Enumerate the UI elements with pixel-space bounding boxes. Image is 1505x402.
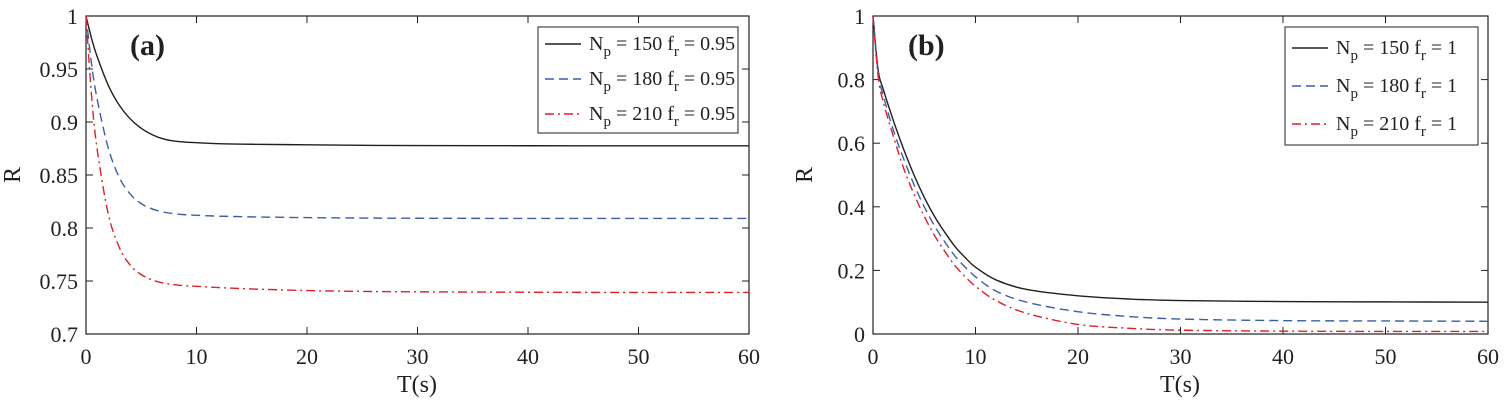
x-tick-label: 50 [628,344,650,369]
series-line-150 [872,15,1489,303]
series-lines-a [85,15,750,294]
y-tick-label: 0.85 [40,163,79,188]
x-tick-label: 60 [1477,344,1499,369]
series-line-210 [85,15,750,294]
legend-label-210: Np = 210 fr = 1 [1336,113,1457,140]
y-tick-label: 0.8 [51,216,79,241]
series-line-150 [85,15,750,147]
x-tick-label: 50 [1375,344,1397,369]
series-line-180 [85,15,749,220]
y-tick-label: 0.75 [40,269,79,294]
y-tick-label: 0.7 [51,322,79,347]
x-tick-label: 0 [868,344,879,369]
x-tick-label: 30 [407,344,429,369]
legend-label-180: Np = 180 fr = 0.95 [589,68,735,95]
legend-label-150: Np = 150 fr = 1 [1336,37,1457,64]
x-tick-label: 20 [1067,344,1089,369]
legend-label-150: Np = 150 fr = 0.95 [589,33,735,60]
y-tick-label: 1 [67,4,78,29]
axis-ticks-b: 0 10 20 30 40 50 60 0 0.2 0.4 0.6 0.8 1 [838,4,1500,369]
y-tick-label: 0.2 [838,258,866,283]
y-tick-label: 0.9 [51,110,79,135]
chart-panel-a: 0 10 20 30 40 50 600.70.750.80.850.90.951 (a) … [0,4,760,398]
x-tick-label: 20 [296,344,318,369]
y-tick-label: 0.95 [40,57,79,82]
axis-ticks-a: 0 10 20 30 40 50 60 0.7 0.75 0.8 0.85 0.9 0.95 1 [40,4,761,369]
x-axis-label-b: T(s) [1160,372,1200,398]
y-tick-label: 0 [854,322,865,347]
x-tick-label: 40 [517,344,539,369]
legend-a: Np = 150 fr = 0.95 Np = 180 fr = 0.95 Np =… [537,26,739,134]
legend-label-180: Np = 180 fr = 1 [1336,75,1457,102]
y-tick-label: 0.6 [838,131,866,156]
chart-panel-b: 0 10 20 30 40 50 60 0 0.2 0.4 0.6 0.8 1 (b) T(s) R N… [792,4,1499,398]
legend-b: Np = 150 fr = 1 Np = 180 fr = 1 Np = 210 f… [1284,26,1479,146]
x-tick-label: 40 [1272,344,1294,369]
y-axis-label-a: R [0,167,26,183]
x-tick-label: 0 [81,344,92,369]
x-tick-label: 10 [186,344,208,369]
y-axis-label-b: R [792,167,818,183]
x-tick-label: 30 [1170,344,1192,369]
y-tick-label: 0.4 [838,195,866,220]
x-tick-label: 60 [738,344,760,369]
legend-label-210: Np = 210 fr = 0.95 [589,103,735,130]
panel-label-a: (a) [130,29,165,62]
panel-label-b: (b) [908,29,945,62]
y-tick-label: 1 [854,4,865,29]
x-axis-label-a: T(s) [397,372,437,398]
x-tick-label: 10 [965,344,987,369]
series-lines-b [872,15,1489,333]
y-tick-label: 0.8 [838,68,866,93]
series-line-180 [872,15,1489,322]
legend-box-b [1284,26,1479,146]
